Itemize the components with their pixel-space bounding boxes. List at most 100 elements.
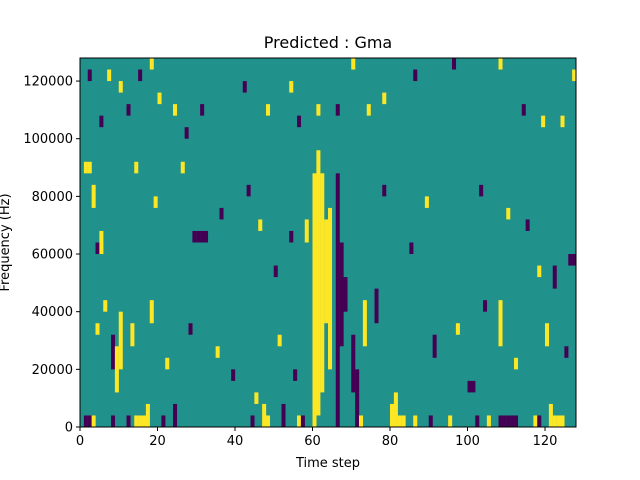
heatmap-cell bbox=[498, 58, 503, 70]
y-axis-label: Frequency (Hz) bbox=[0, 193, 13, 291]
heatmap-cell bbox=[180, 161, 185, 174]
heatmap-cell bbox=[351, 58, 356, 70]
heatmap-cell bbox=[572, 254, 576, 266]
heatmap-cell bbox=[250, 415, 255, 427]
heatmap-cell bbox=[351, 334, 356, 393]
heatmap-cell bbox=[390, 403, 395, 427]
heatmap-cell bbox=[362, 300, 367, 347]
heatmap-cell bbox=[200, 104, 205, 116]
heatmap-cell bbox=[297, 115, 302, 128]
heatmap-cell bbox=[359, 415, 364, 427]
heatmap-cell bbox=[300, 415, 305, 427]
heatmap-cell bbox=[297, 415, 302, 427]
heatmap-cell bbox=[87, 161, 92, 174]
heatmap-cell bbox=[134, 161, 139, 174]
heatmap-cell bbox=[153, 196, 158, 208]
heatmap-cell bbox=[498, 300, 503, 347]
x-axis: 0 20 40 60 80 100 120 bbox=[76, 427, 557, 449]
heatmap-cell bbox=[111, 415, 116, 427]
heatmap-cell bbox=[83, 161, 88, 174]
heatmap-cell bbox=[475, 415, 480, 427]
heatmap-cell bbox=[95, 242, 100, 255]
heatmap-cell bbox=[393, 392, 398, 427]
heatmap-cell bbox=[149, 58, 154, 70]
x-tick-label: 0 bbox=[76, 434, 84, 449]
heatmap-cell bbox=[560, 415, 565, 427]
heatmap-cell bbox=[126, 104, 131, 116]
heatmap-cell bbox=[254, 392, 259, 404]
x-tick-label: 40 bbox=[227, 434, 244, 449]
heatmap-cell bbox=[242, 81, 247, 93]
heatmap-cell bbox=[145, 403, 150, 427]
plot-frame bbox=[79, 57, 577, 428]
heatmap-cell bbox=[324, 219, 329, 324]
heatmap-cell bbox=[479, 184, 484, 197]
heatmap-cell bbox=[552, 265, 557, 289]
heatmap-cell bbox=[142, 415, 147, 427]
heatmap-cell bbox=[552, 415, 557, 427]
heatmap-cell bbox=[95, 323, 100, 335]
heatmap-cell bbox=[521, 104, 526, 116]
x-tick-label: 60 bbox=[304, 434, 321, 449]
y-tick-label: 60000 bbox=[32, 248, 73, 263]
heatmap-cell bbox=[126, 415, 131, 427]
heatmap-cell bbox=[556, 415, 561, 427]
heatmap-cell bbox=[289, 81, 294, 93]
heatmap-cell bbox=[355, 369, 360, 427]
heatmap-cell bbox=[196, 230, 201, 243]
heatmap-cell bbox=[231, 369, 236, 381]
heatmap-cell bbox=[548, 403, 553, 427]
heatmap-cell bbox=[564, 346, 569, 358]
heatmap-cell bbox=[215, 346, 220, 358]
y-tick-label: 80000 bbox=[32, 190, 73, 205]
heatmap-cell bbox=[83, 415, 88, 427]
x-axis-label: Time step bbox=[295, 456, 360, 471]
heatmap-cell bbox=[335, 173, 340, 427]
heatmap-cell bbox=[424, 196, 429, 208]
heatmap-cell bbox=[134, 415, 139, 427]
heatmap-cell bbox=[343, 277, 348, 312]
heatmap-cell bbox=[514, 415, 519, 427]
heatmap-cell bbox=[452, 58, 457, 70]
heatmap-cell bbox=[568, 254, 573, 266]
heatmap-cell bbox=[277, 334, 282, 347]
y-axis: 0 20000 40000 60000 80000 100000 120000 bbox=[23, 75, 80, 436]
y-tick-label: 120000 bbox=[23, 75, 73, 90]
heatmap-cell bbox=[525, 219, 530, 231]
heatmap-cell bbox=[304, 219, 309, 243]
heatmap-cell bbox=[413, 415, 418, 427]
heatmap-cell bbox=[161, 415, 166, 427]
heatmap-cell bbox=[138, 415, 143, 427]
heatmap-cell bbox=[366, 104, 371, 116]
heatmap-cell bbox=[471, 380, 476, 393]
y-tick-label: 100000 bbox=[23, 132, 73, 147]
x-tick-label: 80 bbox=[382, 434, 399, 449]
heatmap-cell bbox=[335, 104, 340, 116]
heatmap-cell bbox=[316, 150, 321, 416]
heatmap-cell bbox=[118, 311, 123, 370]
heatmap-cell bbox=[87, 69, 92, 82]
heatmap-cell bbox=[157, 92, 162, 105]
heatmap-cell bbox=[560, 115, 565, 128]
heatmap-cell bbox=[455, 323, 460, 335]
heatmap-cell bbox=[289, 230, 294, 243]
heatmap-cell bbox=[87, 415, 92, 427]
heatmap-cell bbox=[510, 415, 515, 427]
heatmap-cell bbox=[502, 415, 507, 427]
heatmap-cell bbox=[413, 69, 418, 82]
heatmap-cell bbox=[486, 415, 491, 427]
heatmap-cell bbox=[382, 92, 387, 105]
heatmap-cell bbox=[432, 334, 437, 358]
heatmap-cell bbox=[498, 415, 503, 427]
heatmap-cell bbox=[339, 242, 344, 347]
heatmap-cell bbox=[258, 219, 263, 231]
heatmap-cell bbox=[401, 415, 406, 427]
heatmap-cell bbox=[91, 415, 96, 427]
heatmap-cell bbox=[266, 104, 271, 116]
heatmap-cell bbox=[467, 380, 472, 393]
heatmap-cell bbox=[328, 207, 333, 370]
heatmap-cell bbox=[149, 300, 154, 324]
heatmap-cell bbox=[533, 415, 538, 427]
heatmap-cell bbox=[514, 357, 519, 370]
